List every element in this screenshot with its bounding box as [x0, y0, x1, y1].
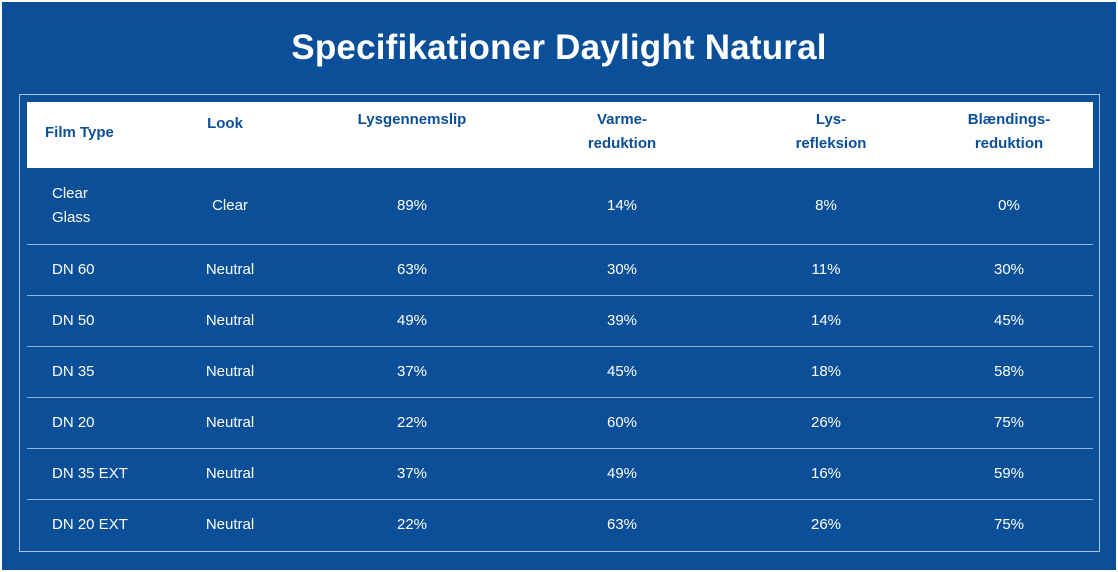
- cell-film-type: DN 60: [52, 261, 95, 278]
- header-blaendingsreduktion-line1: Blændings-: [967, 111, 1051, 128]
- cell-varmereduktion: 45%: [606, 363, 638, 380]
- cell-blaendingsreduktion: 75%: [993, 516, 1025, 533]
- cell-blaendingsreduktion: 30%: [993, 261, 1025, 278]
- header-lysrefleksion-line1: Lys-: [815, 111, 847, 128]
- table-row: DN 50 Neutral 49% 39% 14% 45%: [27, 296, 1093, 347]
- header-varmereduktion-line2: reduktion: [587, 135, 657, 152]
- film-type-line2: Glass: [52, 209, 91, 226]
- header-look: Look: [185, 112, 265, 136]
- cell-film-type: DN 50: [52, 312, 95, 329]
- cell-blaendingsreduktion: 75%: [993, 414, 1025, 431]
- table-row: DN 60 Neutral 63% 30% 11% 30%: [27, 245, 1093, 296]
- table-header: Film Type Look Lysgennemslip Varme- redu…: [27, 102, 1093, 168]
- cell-blaendingsreduktion: 45%: [993, 312, 1025, 329]
- cell-varmereduktion: 63%: [606, 516, 638, 533]
- header-lysgennemslip-label: Lysgennemslip: [357, 111, 467, 128]
- spec-table: Film Type Look Lysgennemslip Varme- redu…: [19, 94, 1100, 552]
- cell-lysgennemslip: 49%: [396, 312, 428, 329]
- cell-lysrefleksion: 11%: [811, 261, 841, 278]
- cell-blaendingsreduktion: 0%: [998, 197, 1020, 214]
- table-row: DN 35 Neutral 37% 45% 18% 58%: [27, 347, 1093, 398]
- cell-film-type: DN 20: [52, 414, 95, 431]
- cell-look: Neutral: [205, 516, 255, 533]
- cell-lysgennemslip: 37%: [396, 465, 428, 482]
- header-film-type: Film Type: [45, 121, 135, 145]
- cell-lysrefleksion: 16%: [810, 465, 842, 482]
- cell-lysgennemslip: 63%: [396, 261, 428, 278]
- header-blaendingsreduktion: Blændings- reduktion: [954, 108, 1064, 156]
- cell-look: Neutral: [205, 465, 255, 482]
- table-row: DN 20 EXT Neutral 22% 63% 26% 75%: [27, 500, 1093, 550]
- cell-lysgennemslip: 37%: [396, 363, 428, 380]
- cell-lysgennemslip: 22%: [396, 414, 428, 431]
- cell-varmereduktion: 49%: [606, 465, 638, 482]
- cell-film-type: Clear Glass: [52, 168, 152, 244]
- cell-lysrefleksion: 8%: [815, 197, 837, 214]
- cell-varmereduktion: 14%: [606, 197, 638, 214]
- cell-blaendingsreduktion: 59%: [993, 465, 1025, 482]
- header-film-type-label: Film Type: [45, 124, 114, 141]
- cell-blaendingsreduktion: 58%: [993, 363, 1025, 380]
- cell-varmereduktion: 60%: [606, 414, 638, 431]
- cell-varmereduktion: 39%: [606, 312, 638, 329]
- header-lysgennemslip: Lysgennemslip: [342, 108, 482, 132]
- table-row: DN 20 Neutral 22% 60% 26% 75%: [27, 398, 1093, 449]
- cell-look: Neutral: [205, 312, 255, 329]
- cell-lysgennemslip: 22%: [396, 516, 428, 533]
- cell-film-type: DN 35 EXT: [52, 465, 128, 482]
- header-varmereduktion: Varme- reduktion: [567, 108, 677, 156]
- cell-lysgennemslip: 89%: [396, 197, 428, 214]
- table-row: Clear Glass Clear 89% 14% 8% 0%: [27, 168, 1093, 245]
- cell-lysrefleksion: 14%: [810, 312, 842, 329]
- header-lysrefleksion-line2: refleksion: [795, 135, 867, 152]
- cell-lysrefleksion: 18%: [810, 363, 842, 380]
- table-row: DN 35 EXT Neutral 37% 49% 16% 59%: [27, 449, 1093, 500]
- film-type-line1: Clear: [52, 185, 88, 202]
- header-varmereduktion-line1: Varme-: [596, 111, 648, 128]
- cell-lysrefleksion: 26%: [810, 516, 842, 533]
- header-lysrefleksion: Lys- refleksion: [776, 108, 886, 156]
- cell-look: Neutral: [205, 414, 255, 431]
- page-title: Specifikationer Daylight Natural: [291, 28, 827, 67]
- cell-look: Neutral: [205, 261, 255, 278]
- cell-look: Neutral: [205, 363, 255, 380]
- cell-film-type: DN 20 EXT: [52, 516, 128, 533]
- cell-lysrefleksion: 26%: [810, 414, 842, 431]
- header-look-label: Look: [207, 115, 243, 132]
- cell-varmereduktion: 30%: [606, 261, 638, 278]
- cell-look: Clear: [212, 197, 248, 214]
- header-blaendingsreduktion-line2: reduktion: [974, 135, 1044, 152]
- cell-film-type: DN 35: [52, 363, 95, 380]
